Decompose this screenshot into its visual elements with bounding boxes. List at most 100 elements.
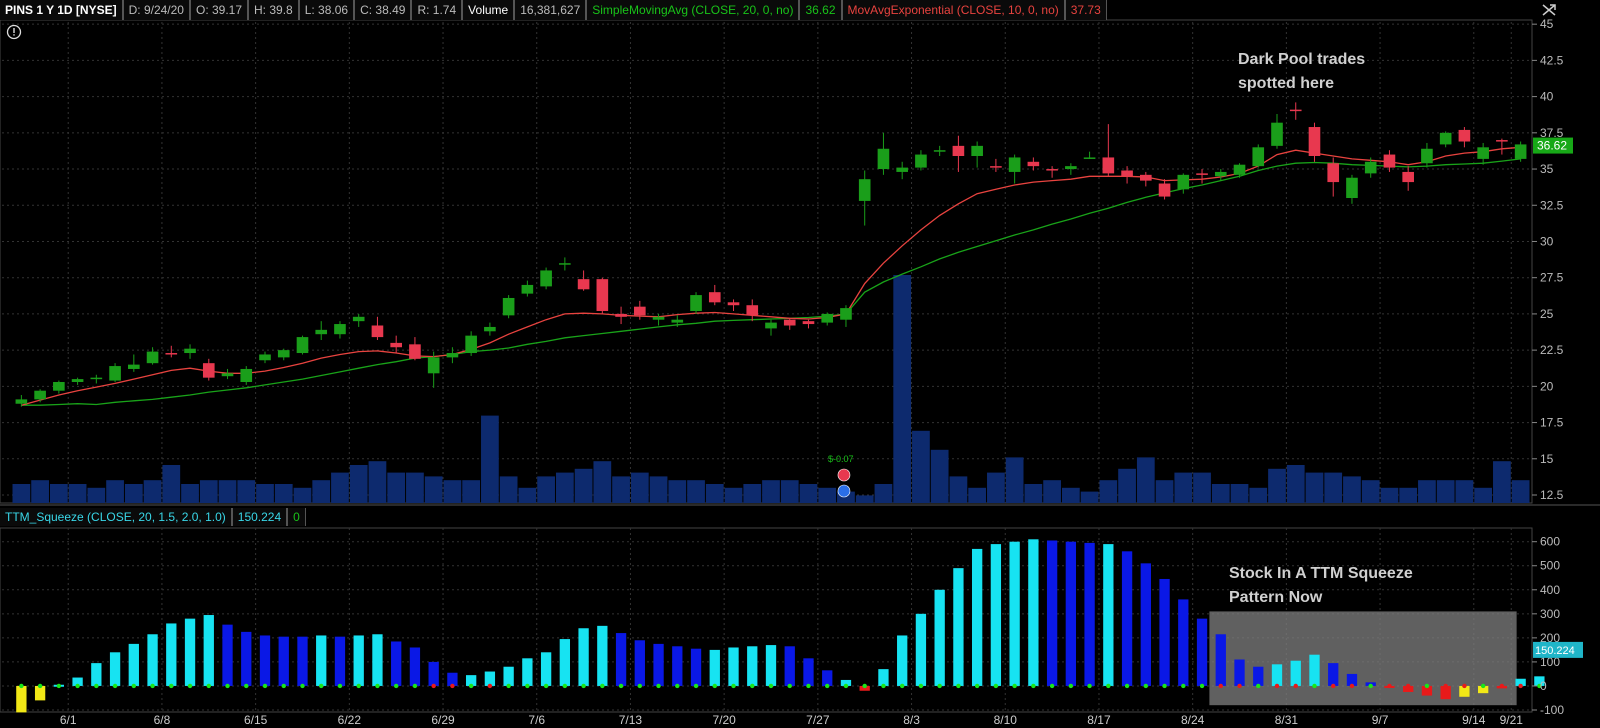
- earnings-label: $-0.07: [828, 454, 854, 464]
- candle-body: [128, 364, 140, 369]
- range-readout: R: 1.74: [411, 0, 463, 20]
- price-tick-label: 25: [1540, 307, 1554, 321]
- date-tick-label: 6/1: [60, 713, 77, 727]
- volume-label[interactable]: Volume: [462, 0, 515, 20]
- squeeze-dot: [825, 683, 830, 689]
- histogram-bar: [597, 625, 608, 686]
- symbol-label[interactable]: PINS 1 Y 1D [NYSE]: [0, 0, 123, 20]
- squeeze-dot: [656, 683, 661, 689]
- ema-label[interactable]: MovAvgExponential (CLOSE, 10, 0, no): [841, 0, 1065, 20]
- volume-bars: [12, 275, 1530, 503]
- squeeze-dot: [956, 683, 961, 689]
- histogram-bar: [1477, 685, 1489, 694]
- histogram-bar: [1140, 563, 1151, 686]
- squeeze-dot: [581, 683, 586, 689]
- volume-bar: [312, 480, 331, 503]
- volume-bar: [1268, 468, 1286, 503]
- volume-bar: [162, 465, 181, 503]
- squeeze-dot: [562, 683, 568, 689]
- squeeze-dot: [618, 683, 624, 689]
- squeeze-dot: [1443, 683, 1448, 689]
- study-tick-label: 0: [1540, 679, 1547, 693]
- histogram-bar: [297, 636, 308, 686]
- candle-body: [1308, 127, 1321, 157]
- squeeze-dot: [937, 683, 942, 689]
- squeeze-dot: [1124, 683, 1130, 689]
- candle-body: [1458, 129, 1471, 142]
- candle-body: [1027, 161, 1040, 167]
- squeeze-dot: [1106, 683, 1111, 689]
- ema-10-line: [21, 146, 1521, 406]
- histogram-bar: [1534, 676, 1545, 686]
- candle-body: [1196, 173, 1208, 175]
- candle-body: [165, 353, 178, 355]
- candle-body: [521, 284, 534, 294]
- candle-body: [858, 179, 871, 201]
- volume-bar: [1043, 480, 1061, 503]
- candle-body: [1289, 109, 1302, 112]
- candle-body: [1140, 174, 1152, 181]
- histogram-bar: [428, 661, 439, 686]
- squeeze-dot: [393, 683, 399, 689]
- collapse-icon[interactable]: [1540, 2, 1558, 18]
- histogram-bar: [409, 647, 421, 686]
- study-tick-label: 100: [1540, 655, 1560, 669]
- date-tick-label: 8/24: [1181, 713, 1205, 727]
- histogram-bar: [1346, 673, 1358, 686]
- candle-body: [990, 166, 1002, 168]
- date-tick-label: 8/31: [1275, 713, 1299, 727]
- histogram-bar: [353, 635, 364, 686]
- volume-bar: [1080, 491, 1099, 503]
- volume-bar: [1343, 476, 1361, 503]
- histogram-bar: [559, 639, 571, 686]
- study-label[interactable]: TTM_Squeeze (CLOSE, 20, 1.5, 2.0, 1.0): [0, 508, 232, 526]
- histogram-bar: [1159, 578, 1170, 686]
- squeeze-dot: [1424, 683, 1430, 689]
- squeeze-dot: [169, 683, 174, 689]
- candle-body: [1083, 157, 1096, 159]
- ema-value: 37.73: [1064, 0, 1107, 20]
- histogram-bar: [334, 636, 346, 686]
- volume-bar: [630, 472, 649, 503]
- histogram-bar: [897, 635, 908, 686]
- squeeze-line1: Stock In A TTM Squeeze: [1229, 565, 1413, 582]
- squeeze-dot: [675, 683, 680, 689]
- candle-body: [1364, 161, 1377, 174]
- price-tick-label: 42.5: [1540, 53, 1564, 67]
- squeeze-dot: [806, 683, 811, 689]
- date-tick-label: 6/29: [431, 713, 455, 727]
- sma-label[interactable]: SimpleMovingAvg (CLOSE, 20, 0, no): [586, 0, 800, 20]
- histogram-bar: [1421, 685, 1433, 696]
- candle-body: [352, 316, 365, 322]
- histogram-bar: [990, 544, 1002, 686]
- histogram-bar: [653, 643, 664, 686]
- histogram-bar: [1009, 541, 1020, 686]
- histogram-bar: [1103, 544, 1114, 686]
- volume-bar: [368, 461, 387, 503]
- histogram-bar: [1271, 664, 1283, 686]
- study-tick-label: 500: [1540, 559, 1560, 573]
- candle-body: [1477, 147, 1489, 159]
- squeeze-dot: [1518, 683, 1523, 689]
- study-panel-frame: [0, 527, 1533, 713]
- candle-body: [221, 373, 234, 377]
- sma-value: 36.62: [799, 0, 842, 20]
- volume-bar: [331, 472, 349, 503]
- histogram-bar: [34, 685, 46, 701]
- candle-body: [652, 316, 665, 320]
- volume-bar: [1324, 472, 1343, 503]
- squeeze-dot: [843, 683, 849, 689]
- histogram-bar: [1290, 660, 1301, 686]
- squeeze-dot: [600, 683, 605, 689]
- volume-bar: [687, 480, 705, 503]
- squeeze-annotation: Stock In A TTM Squeeze Pattern Now: [1229, 562, 1413, 610]
- info-icon[interactable]: [6, 24, 22, 40]
- open-readout: O: 39.17: [189, 0, 249, 20]
- volume-bar: [1305, 472, 1324, 503]
- volume-bar: [1474, 487, 1493, 503]
- histogram-bar: [1046, 540, 1058, 686]
- histogram-bar: [372, 634, 383, 686]
- squeeze-dot: [375, 683, 380, 689]
- histogram-bar: [540, 652, 552, 686]
